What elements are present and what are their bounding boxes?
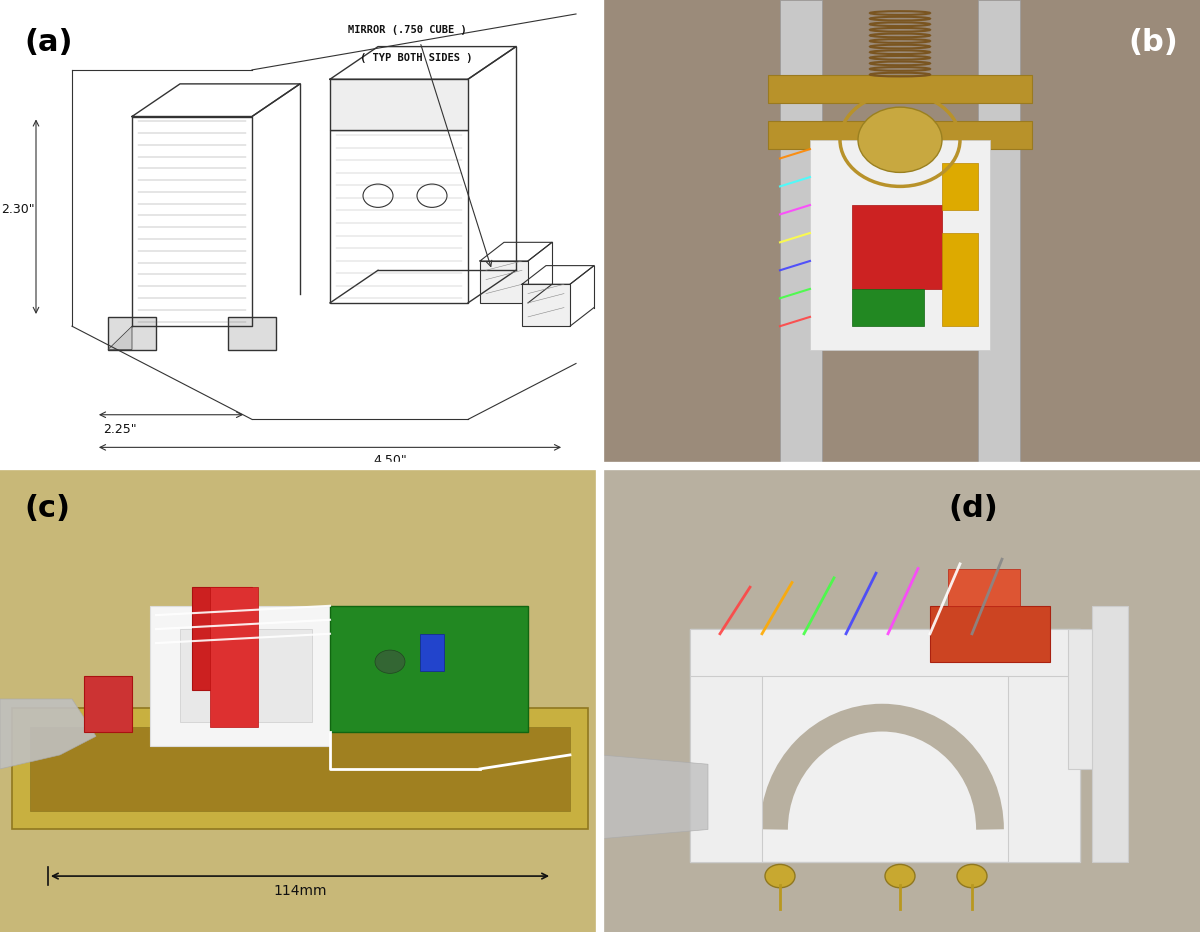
Bar: [330, 606, 528, 732]
Bar: [852, 205, 942, 289]
Polygon shape: [522, 284, 570, 326]
Polygon shape: [108, 317, 156, 350]
Bar: [210, 587, 258, 727]
Bar: [930, 606, 1050, 662]
Bar: [1092, 606, 1128, 862]
Circle shape: [364, 185, 394, 208]
Text: 2.25": 2.25": [103, 423, 137, 436]
Text: 2.30": 2.30": [1, 203, 35, 216]
Bar: [690, 629, 1080, 676]
Bar: [942, 163, 978, 210]
Bar: [180, 629, 312, 722]
Polygon shape: [228, 317, 276, 350]
Polygon shape: [108, 326, 132, 350]
Text: (b): (b): [1128, 28, 1177, 57]
Text: (c): (c): [24, 494, 70, 523]
Polygon shape: [480, 261, 528, 303]
Bar: [780, 0, 822, 466]
Bar: [852, 289, 924, 326]
Bar: [1008, 629, 1080, 862]
Circle shape: [766, 865, 796, 887]
Bar: [768, 121, 1032, 149]
Bar: [150, 606, 330, 746]
Text: ( TYP BOTH SIDES ): ( TYP BOTH SIDES ): [360, 52, 473, 62]
Bar: [1068, 629, 1128, 769]
Circle shape: [374, 651, 406, 673]
Bar: [768, 75, 1032, 103]
Bar: [978, 0, 1020, 466]
Text: MIRROR (.750 CUBE ): MIRROR (.750 CUBE ): [348, 24, 467, 34]
Text: (d): (d): [948, 494, 997, 523]
Circle shape: [886, 865, 916, 887]
Bar: [690, 629, 1080, 862]
Bar: [84, 676, 132, 732]
Polygon shape: [0, 699, 96, 769]
Polygon shape: [12, 708, 588, 829]
Text: 4.50": 4.50": [373, 454, 407, 467]
Bar: [192, 587, 252, 690]
Circle shape: [418, 185, 446, 208]
Text: 114mm: 114mm: [274, 884, 326, 898]
Text: (a): (a): [24, 28, 72, 57]
Bar: [420, 634, 444, 671]
Polygon shape: [600, 755, 708, 839]
Polygon shape: [330, 79, 468, 130]
Bar: [810, 140, 990, 350]
Bar: [690, 629, 762, 862]
Circle shape: [858, 107, 942, 172]
Polygon shape: [330, 130, 468, 303]
Bar: [948, 569, 1020, 606]
Circle shape: [958, 865, 986, 887]
Bar: [942, 233, 978, 326]
Bar: [30, 727, 570, 811]
